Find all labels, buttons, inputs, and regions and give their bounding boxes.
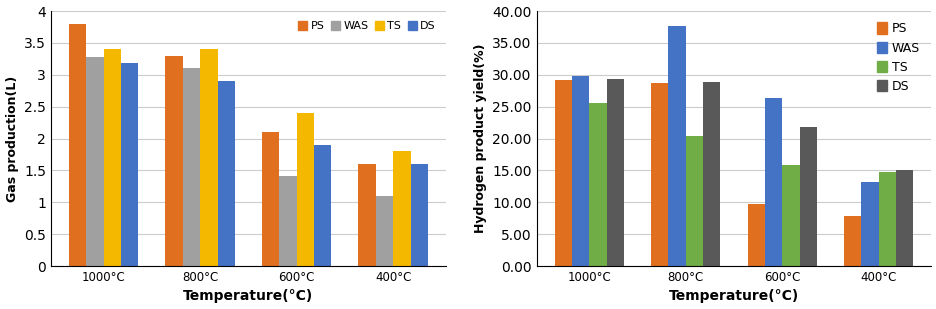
Bar [104,49,121,266]
Bar [843,216,860,266]
Bar [895,170,913,266]
Bar [878,172,895,266]
Legend: PS, WAS, TS, DS: PS, WAS, TS, DS [294,17,440,36]
Bar [262,132,279,266]
Bar [747,204,764,266]
Bar [86,57,104,266]
Bar [375,196,393,266]
Bar [667,26,685,266]
X-axis label: Temperature(°C): Temperature(°C) [668,290,798,303]
Bar [200,49,217,266]
X-axis label: Temperature(°C): Temperature(°C) [183,290,314,303]
Bar [764,98,782,266]
Bar [782,165,798,266]
Bar [121,63,139,266]
Legend: PS, WAS, TS, DS: PS, WAS, TS, DS [871,17,924,98]
Bar [410,164,428,266]
Bar [297,113,314,266]
Bar [217,81,235,266]
Bar [358,164,375,266]
Bar [183,68,200,266]
Bar [554,80,571,266]
Bar [860,182,878,266]
Bar [314,145,331,266]
Bar [589,104,606,266]
Bar [702,83,720,266]
Bar [685,136,702,266]
Bar [798,127,816,266]
Bar [166,56,183,266]
Bar [571,76,589,266]
Y-axis label: Hydrogen product yield(%): Hydrogen product yield(%) [473,44,486,233]
Bar [651,83,667,266]
Bar [279,176,297,266]
Bar [606,79,623,266]
Bar [69,24,86,266]
Bar [393,151,410,266]
Y-axis label: Gas production(L): Gas production(L) [6,75,19,202]
